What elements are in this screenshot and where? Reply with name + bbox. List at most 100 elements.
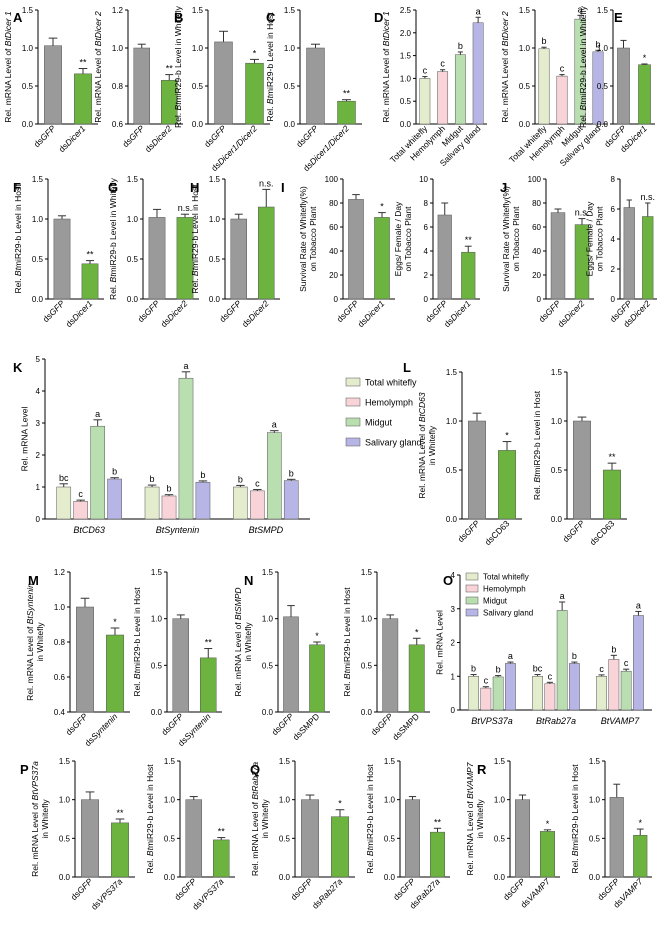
bar-k-2-1 — [250, 490, 265, 520]
bar-c-0 — [306, 47, 325, 125]
y-tick-label-j1: 80 — [532, 199, 541, 208]
significance-label-j2-1: n.s. — [640, 192, 655, 202]
bar-a1-1 — [74, 73, 92, 125]
y-axis-label-g: Rel. BtmiR29-b Level in Whitefly — [108, 177, 118, 300]
significance-label-o-1-0: bc — [533, 664, 543, 674]
chart-r1: R 0.0 0.5 1.0 1.5 Rel. mRNA Level of BtVAMP7i… — [465, 757, 560, 910]
chart-a2: 0.6 0.8 1.0 1.2 Rel. mRNA Level of BtDicer 2… — [93, 6, 183, 154]
y-tick-label-c: 1.0 — [284, 44, 296, 53]
y-tick-label-n2: 1.0 — [361, 615, 373, 624]
y-tick-label-o: 4 — [451, 571, 456, 580]
y-tick-label-l2: 1.0 — [551, 417, 563, 426]
bar-m2-1 — [200, 657, 217, 713]
y-tick-label-l2: 1.5 — [551, 368, 563, 377]
bar-o-0-3 — [505, 663, 516, 711]
bar-k-1-3 — [195, 481, 211, 520]
bar-k-2-2 — [266, 432, 282, 520]
x-tick-label-h-0: dsGFP — [217, 298, 243, 324]
y-tick-label-m1: 1.0 — [54, 603, 66, 612]
chart-q2: 0.0 0.5 1.0 1.5 Rel. BtmiR29-b Level in Host… — [365, 757, 450, 911]
y-tick-label-o: 2 — [451, 639, 456, 648]
y-tick-label-d1: 0.0 — [400, 120, 412, 129]
y-tick-label-q2: 1.5 — [384, 757, 396, 766]
legend-swatch-o-2 — [465, 596, 479, 605]
x-tick-label-g-0: dsGFP — [136, 298, 162, 324]
legend-swatch-o-0 — [465, 572, 479, 581]
bar-a2-0 — [133, 47, 150, 125]
y-tick-label-m1: 0.8 — [54, 638, 66, 647]
bar-k-2-3 — [283, 480, 299, 520]
significance-label-o-0-0: b — [471, 664, 476, 674]
chart-c: C 0.0 0.5 1.0 1.5 Rel. BtmiR29-b Level in Hos… — [265, 6, 362, 173]
bar-m1-1 — [106, 634, 124, 713]
significance-label-o-2-2: c — [624, 658, 629, 668]
y-axis-label-n2: Rel. BtmiR29-b Level in Host — [342, 587, 352, 697]
y-tick-label-e: 1.5 — [597, 6, 609, 15]
x-tick-label-a1-1: dsDicer1 — [57, 123, 88, 154]
bar-j2-1 — [642, 216, 654, 300]
chart-p2: 0.0 0.5 1.0 1.5 Rel. BtmiR29-b Level in Host… — [145, 757, 235, 912]
bar-o-1-3 — [569, 663, 580, 711]
y-axis-label-i2: on Tobacco Plant — [403, 206, 413, 272]
y-tick-label-p1: 1.5 — [59, 757, 71, 766]
y-tick-label-m2: 0.0 — [151, 708, 163, 717]
y-axis-label-o: Rel. mRNA Level — [434, 610, 444, 675]
y-tick-label-e: 0.0 — [597, 120, 609, 129]
x-tick-label-i1-1: dsDicer1 — [356, 298, 387, 329]
legend-label-o-2: Midgut — [483, 597, 508, 606]
y-axis-label-d2: Rel. mRNA Level of BtDicer 2 — [500, 11, 510, 123]
bar-e-1 — [638, 64, 651, 125]
significance-label-k-0-2: a — [95, 409, 100, 419]
y-tick-label-k: 4 — [36, 387, 41, 396]
y-tick-label-b: 1.0 — [192, 44, 204, 53]
y-tick-label-j2: 8 — [611, 175, 616, 184]
y-tick-label-l2: 0.0 — [551, 515, 563, 524]
significance-label-k-1-1: b — [167, 484, 172, 494]
bar-b-1 — [245, 62, 264, 125]
significance-label-h-1: n.s. — [259, 178, 274, 188]
bar-i2-0 — [437, 214, 452, 300]
y-tick-label-h: 0.0 — [209, 295, 221, 304]
legend-swatch-k-2 — [345, 417, 361, 427]
y-tick-label-i2: 10 — [419, 175, 428, 184]
y-tick-label-q2: 1.0 — [384, 796, 396, 805]
y-tick-label-j1: 0 — [537, 295, 542, 304]
group-label-k-1: BtSyntenin — [156, 525, 200, 535]
y-tick-label-n1: 1.0 — [262, 615, 274, 624]
y-tick-label-o: 0 — [451, 706, 456, 715]
y-tick-label-f: 0.0 — [32, 295, 44, 304]
group-label-k-0: BtCD63 — [73, 525, 105, 535]
y-tick-label-m2: 1.5 — [151, 568, 163, 577]
panel-letter-f: F — [13, 180, 21, 195]
significance-label-q1-1: * — [338, 799, 342, 809]
bar-d2-1 — [556, 75, 568, 125]
bar-r2-0 — [609, 797, 624, 878]
y-tick-label-p2: 0.0 — [164, 873, 176, 882]
bar-o-2-3 — [633, 615, 644, 711]
y-axis-label-i1: on Tobacco Plant — [308, 206, 318, 272]
x-tick-label-h-1: dsDicer2 — [240, 298, 271, 329]
significance-label-o-1-2: a — [560, 591, 565, 601]
y-tick-label-l1: 1.5 — [446, 368, 458, 377]
legend-swatch-k-0 — [345, 377, 361, 387]
y-tick-label-m2: 1.0 — [151, 615, 163, 624]
bar-b-0 — [214, 41, 233, 125]
y-axis-label-q2: Rel. BtmiR29-b Level in Host — [365, 764, 375, 874]
significance-label-d1-1: c — [440, 59, 445, 69]
y-axis-label-l2: Rel. BtmiR29-b Level in Host — [532, 390, 542, 500]
bar-l2-0 — [573, 420, 591, 520]
y-tick-label-k: 1 — [36, 483, 41, 492]
bar-k-1-2 — [178, 377, 194, 520]
significance-label-l1-1: * — [505, 431, 509, 441]
y-axis-label-h: Rel. BtmiR29-b Level in Host — [190, 184, 200, 294]
chart-m1: M 0.4 0.6 0.8 1.0 1.2 Rel. mRNA Level of BtSyn… — [25, 568, 130, 748]
significance-label-e-1: * — [643, 53, 647, 63]
y-tick-label-g: 1.0 — [127, 215, 139, 224]
y-tick-label-a1: 0.0 — [22, 120, 34, 129]
x-tick-label-n1-1: dsSMPD — [291, 711, 322, 742]
y-tick-label-i1: 80 — [329, 199, 338, 208]
group-label-o-2: BtVAMP7 — [601, 716, 641, 726]
y-tick-label-r1: 1.5 — [494, 757, 506, 766]
